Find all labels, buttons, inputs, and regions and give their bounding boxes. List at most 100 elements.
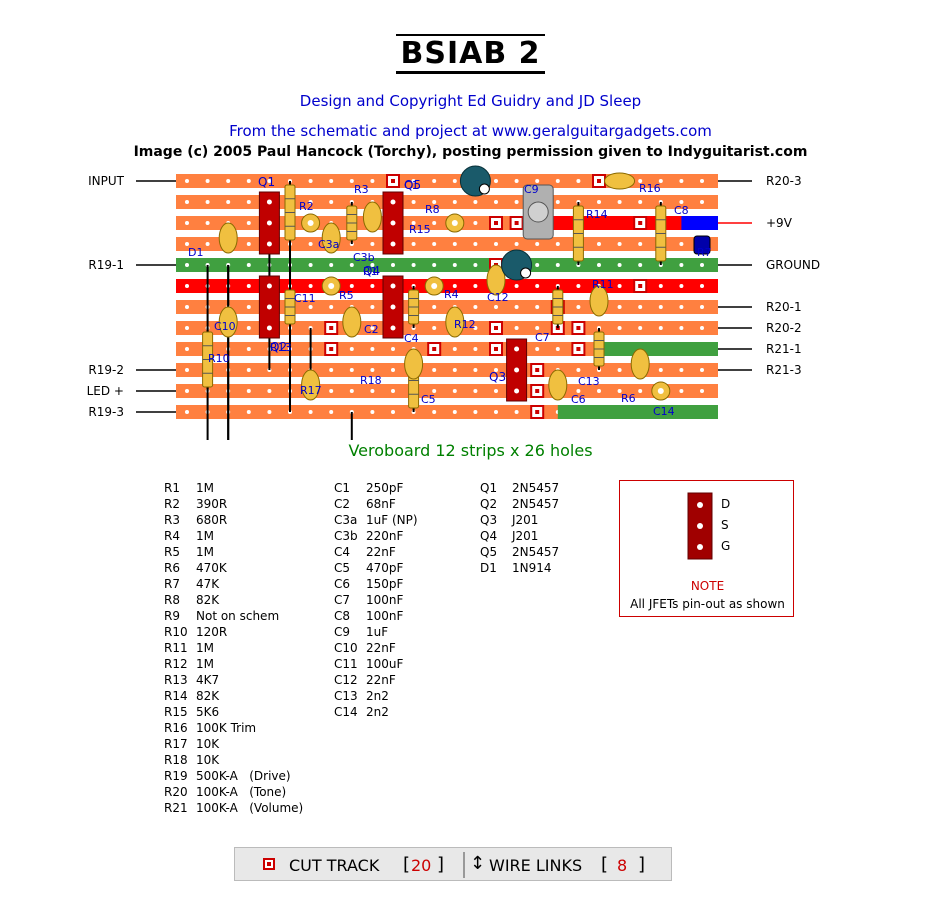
cut-track-dot xyxy=(494,347,498,351)
resistor-row: R2 390R xyxy=(164,496,303,512)
hole xyxy=(638,263,643,267)
cut-track-dot xyxy=(329,347,334,351)
semiconductor-value: 2N5457 xyxy=(512,497,560,511)
transistor-pin xyxy=(390,220,396,226)
title-text: BSIAB 2 xyxy=(396,34,545,74)
capacitor-ref: C5 xyxy=(334,561,351,575)
hole xyxy=(432,410,437,414)
component-label: R15 xyxy=(409,223,431,236)
hole xyxy=(514,179,519,183)
hole xyxy=(494,389,498,393)
hole xyxy=(638,326,643,330)
capacitor-value: 100nF xyxy=(366,609,404,623)
resistor-ref: R5 xyxy=(164,545,180,559)
capacitor-value: 250pF xyxy=(366,481,404,495)
hole xyxy=(617,242,622,246)
hole xyxy=(391,389,395,393)
resistor-value: 1M xyxy=(196,529,214,543)
resistor-value: 10K xyxy=(196,753,220,767)
hole xyxy=(452,200,457,204)
hole xyxy=(432,368,437,372)
cut-track-count: 20 xyxy=(411,856,432,875)
hole xyxy=(349,389,354,393)
hole xyxy=(185,179,189,183)
component-label: C2 xyxy=(364,323,379,336)
hole xyxy=(494,410,498,414)
capacitor-body xyxy=(218,306,238,338)
resistor-ref: R6 xyxy=(164,561,180,575)
upright-resistor-hole xyxy=(451,220,458,226)
veroboard-caption: Veroboard 12 strips x 26 holes xyxy=(348,441,593,460)
hole xyxy=(329,389,334,393)
hole xyxy=(700,305,704,309)
capacitor-ref: C11 xyxy=(334,657,358,671)
capacitor-body xyxy=(548,369,568,401)
hole xyxy=(473,242,478,246)
hole xyxy=(535,284,540,288)
transistor-pin xyxy=(266,199,272,205)
hole xyxy=(679,368,684,372)
transistor-pin xyxy=(514,388,520,394)
capacitor-value: 1uF (NP) xyxy=(366,513,418,527)
hole xyxy=(349,179,354,183)
hole xyxy=(391,368,395,372)
hole xyxy=(349,263,354,267)
capacitor-row: C3b 220nF xyxy=(334,528,418,544)
wire-links-open-bracket: [ xyxy=(601,854,609,875)
hole xyxy=(473,221,478,225)
copper-strip xyxy=(176,237,718,251)
semiconductor-row: D1 1N914 xyxy=(480,560,559,576)
capacitor-ref: C1 xyxy=(334,481,351,495)
output-label: R21-3 xyxy=(766,363,802,377)
capacitor-row: C13 2n2 xyxy=(334,688,418,704)
capacitor-body xyxy=(301,369,321,401)
capacitor-value: 150pF xyxy=(366,577,404,591)
hole xyxy=(679,242,684,246)
capacitor-row: C6 150pF xyxy=(334,576,418,592)
pin-s-label: S xyxy=(721,518,729,532)
cut-track-close-bracket: ] xyxy=(437,854,445,875)
hole xyxy=(391,410,395,414)
hole xyxy=(535,326,540,330)
capacitor-body xyxy=(486,264,506,296)
hole xyxy=(535,179,540,183)
hole xyxy=(308,179,313,183)
hole xyxy=(452,179,457,183)
hole xyxy=(514,242,519,246)
transistor-label: Q4 xyxy=(363,264,380,278)
capacitor-row: C8 100nF xyxy=(334,608,418,624)
resistor-ref: R12 xyxy=(164,657,188,671)
input-label: LED + xyxy=(87,384,124,398)
electrolytic-polarity-mark xyxy=(478,183,490,195)
hole xyxy=(473,200,478,204)
hole xyxy=(246,410,251,414)
capacitor-body xyxy=(218,222,238,254)
component-label: R2 xyxy=(299,200,314,213)
component-label: D1 xyxy=(188,246,203,259)
capacitor-value: 22nF xyxy=(366,641,396,655)
cut-track-dot xyxy=(535,389,540,393)
hole xyxy=(267,389,272,393)
hole xyxy=(452,347,457,351)
component-label: R16 xyxy=(639,182,661,195)
hole xyxy=(370,347,375,351)
semiconductor-row: Q2 2N5457 xyxy=(480,496,559,512)
component-label: R13 xyxy=(270,341,292,354)
hole xyxy=(308,242,313,246)
hole xyxy=(576,179,581,183)
hole xyxy=(452,389,457,393)
hole xyxy=(452,368,457,372)
hole xyxy=(246,179,251,183)
hole xyxy=(370,179,375,183)
resistor-ref: R17 xyxy=(164,737,188,751)
cut-track-dot xyxy=(576,326,581,330)
capacitor-value: 2n2 xyxy=(366,705,389,719)
hole xyxy=(514,284,519,288)
component-label: R10 xyxy=(208,352,230,365)
hole xyxy=(391,263,395,267)
input-label: INPUT xyxy=(88,174,125,188)
copper-strip xyxy=(176,258,718,272)
capacitor-ref: C14 xyxy=(334,705,358,719)
hole xyxy=(700,368,704,372)
cut-track-open-bracket: [ xyxy=(403,854,411,875)
